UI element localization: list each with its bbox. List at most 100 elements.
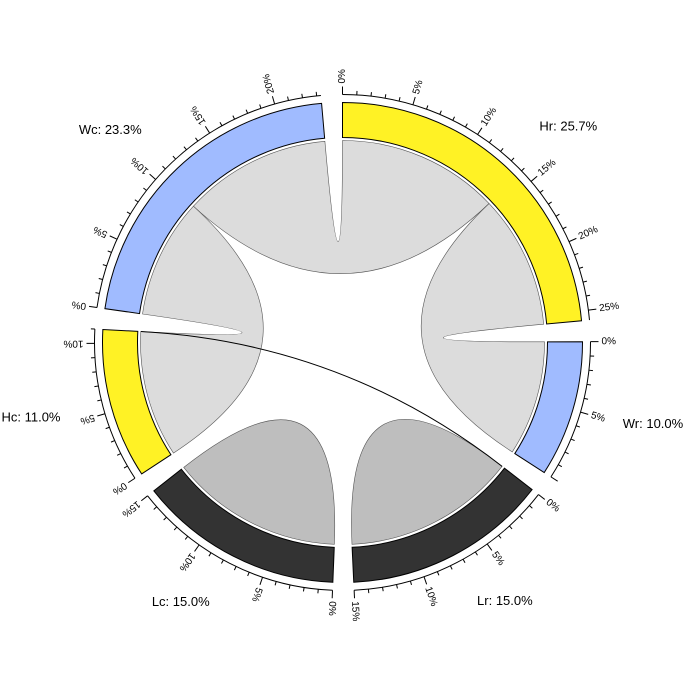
minor-tick-wr [558,464,563,468]
minor-tick-hr [579,266,584,269]
major-tick-hr [412,96,416,105]
minor-tick-hr [464,123,468,128]
minor-tick-lc [173,526,178,531]
tick-label-wr: 0% [601,336,616,347]
minor-tick-hc [110,440,115,443]
minor-tick-lr [409,580,412,586]
minor-tick-hr [439,110,442,115]
major-tick-lc [194,544,200,552]
minor-tick-lr [498,534,502,539]
major-tick-hc [97,413,106,417]
major-tick-lr [538,494,546,500]
tick-label-lc: 10% [177,551,198,574]
minor-tick-wr [586,383,591,386]
major-tick-lr [486,543,493,551]
sector-label-hr: Hr: 25.7% [539,118,597,133]
minor-tick-wc [195,137,199,142]
tick-label-wc: 20% [261,73,277,95]
sector-label-hc: Hc: 11.0% [1,410,60,425]
major-tick-hr [530,175,538,182]
major-tick-hc [127,477,136,484]
minor-tick-wc [301,93,303,98]
sector-lc [153,468,335,583]
minor-tick-lc [221,559,224,564]
tick-label-hr: 15% [536,157,558,178]
minor-tick-lc [208,552,212,557]
minor-tick-hr [586,294,591,297]
sector-label-wr: Wr: 10.0% [623,416,684,431]
minor-tick-lc [153,506,158,510]
minor-tick-wc [219,122,223,127]
tick-label-lc: 15% [120,498,143,519]
minor-tick-wc [98,278,103,281]
minor-tick-hc [97,399,102,402]
sector-label-wc: Wc: 23.3% [79,122,142,137]
minor-tick-hr [582,280,588,283]
tick-label-hr: 5% [411,79,426,96]
minor-tick-lr [519,515,523,520]
tick-label-wc: 0% [71,298,87,311]
tick-label-hc: 0% [110,480,128,497]
minor-tick-hr [452,116,455,121]
major-tick-wc [271,96,276,105]
major-tick-wc [109,235,118,240]
link-lr-lr [351,418,503,545]
tick-label-hc: 10% [63,338,83,349]
sector-label-lc: Lc: 15.0% [152,594,210,609]
minor-tick-wc [126,211,131,215]
minor-tick-hr [398,97,401,102]
major-tick-wc [204,126,211,134]
minor-tick-lr [449,565,453,570]
minor-tick-wc [143,187,147,191]
tick-label-hr: 10% [479,105,499,128]
sectors-layer [101,101,584,583]
minor-tick-wr [570,438,575,442]
minor-tick-wr [564,451,569,455]
minor-tick-wr [584,397,589,400]
minor-tick-hr [500,148,504,152]
tick-label-lr: 15% [349,601,361,622]
minor-tick-hr [539,189,544,193]
minor-tick-hc [94,385,99,388]
minor-tick-hc [123,465,128,469]
major-tick-lr [423,576,428,585]
major-tick-hr [477,127,483,135]
link-hr-wc [192,140,490,274]
tick-label-lr: 10% [422,585,439,608]
minor-tick-hr [555,213,560,217]
tick-label-lc: 5% [249,586,264,603]
sector-hr [342,101,583,325]
major-tick-lc [259,577,264,585]
minor-tick-wc [172,155,176,160]
minor-tick-wc [245,109,249,114]
minor-tick-hr [510,157,515,162]
minor-tick-lr [396,584,398,589]
tick-label-wc: 5% [92,223,110,239]
minor-tick-hc [105,426,110,430]
minor-tick-lc [302,587,305,592]
minor-tick-hr [521,167,525,172]
minor-tick-lc [247,572,250,577]
sector-wr [514,341,584,474]
minor-tick-wc [107,250,112,253]
tick-label-lc: 0% [326,601,338,616]
links-layer [140,140,545,545]
minor-tick-wc [102,264,107,267]
minor-tick-hr [548,201,552,205]
minor-tick-lc [163,516,167,521]
minor-tick-lc [274,581,277,586]
minor-tick-wc [134,199,139,203]
minor-tick-hc [116,453,121,456]
link-hr-wr [420,203,545,453]
minor-tick-wc [95,292,100,294]
minor-tick-hr [426,105,429,110]
major-tick-wr [550,476,558,482]
minor-tick-lr [509,525,513,530]
tick-label-hr: 25% [599,301,620,315]
major-tick-lc [140,495,148,502]
tick-label-wc: 10% [129,155,151,177]
minor-tick-wc [162,165,166,170]
link-hc-lr [140,331,503,467]
